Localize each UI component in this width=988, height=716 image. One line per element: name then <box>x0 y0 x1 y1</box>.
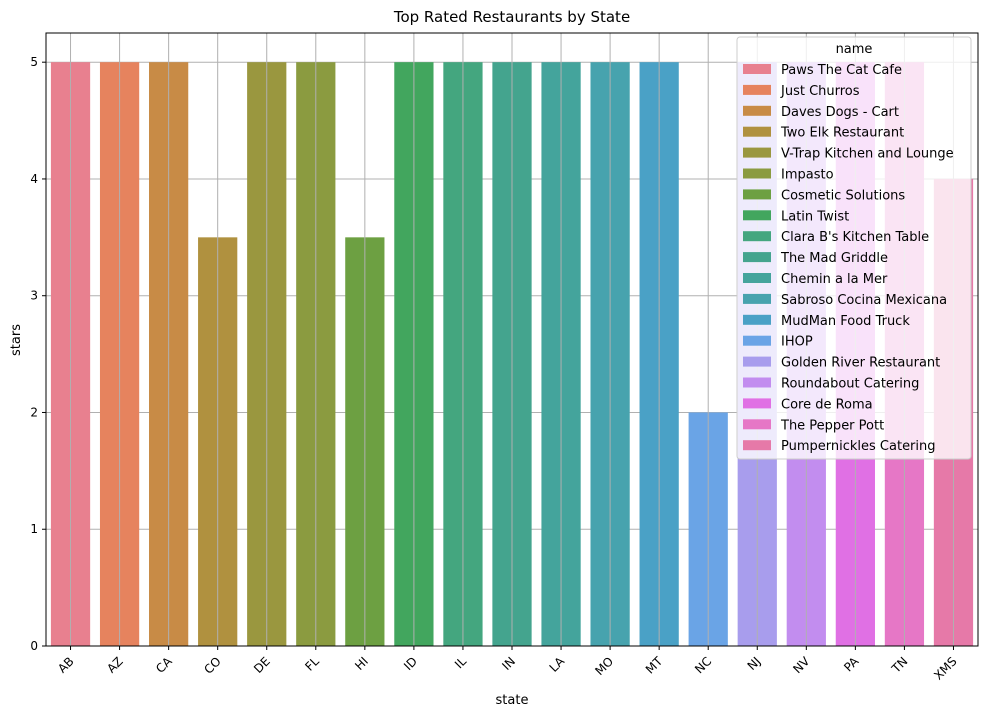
legend-entry: Cosmetic Solutions <box>781 188 905 203</box>
y-tick-label: 2 <box>30 405 38 419</box>
legend-entry: Two Elk Restaurant <box>780 126 904 141</box>
y-tick-label: 3 <box>30 289 38 303</box>
x-tick-label: FL <box>302 654 322 674</box>
legend-entry: Paws The Cat Cafe <box>781 63 902 78</box>
legend-entry: Just Churros <box>780 84 860 99</box>
legend-swatch <box>743 293 771 304</box>
legend-swatch <box>743 335 771 346</box>
legend-entry: Golden River Restaurant <box>781 356 940 371</box>
x-axis-label: state <box>496 693 529 708</box>
x-tick-label: PA <box>841 654 862 675</box>
x-tick-label: TN <box>888 654 910 676</box>
legend-entry: Latin Twist <box>781 209 849 224</box>
legend-swatch <box>743 377 771 388</box>
y-tick-label: 1 <box>30 522 38 536</box>
x-tick-label: CO <box>201 654 224 677</box>
legend-swatch <box>743 210 771 221</box>
x-tick-label: NC <box>692 654 714 676</box>
x-tick-label: HI <box>352 654 371 673</box>
legend-swatch <box>743 314 771 325</box>
legend-swatch <box>743 356 771 367</box>
legend-swatch <box>743 189 771 200</box>
x-tick-label: XMS <box>931 654 959 682</box>
x-tick-label: LA <box>547 654 568 675</box>
legend-swatch <box>743 273 771 283</box>
legend-entry: IHOP <box>781 335 813 350</box>
legend-box <box>736 36 972 460</box>
legend-entry: Impasto <box>781 168 834 183</box>
y-tick-label: 4 <box>30 172 38 186</box>
x-tick-label: NJ <box>745 654 764 673</box>
legend-entry: V-Trap Kitchen and Lounge <box>781 147 954 162</box>
legend-swatch <box>743 126 771 137</box>
legend-swatch <box>743 64 771 74</box>
legend-entry: Daves Dogs - Cart <box>781 105 899 120</box>
legend-entry: Chemin a la Mer <box>781 272 888 287</box>
y-tick-label: 5 <box>30 55 38 69</box>
legend-items: Paws The Cat Cafe Just Churros Daves Dogs … <box>743 63 954 454</box>
legend-entry: The Mad Griddle <box>780 251 888 266</box>
legend-swatch <box>743 105 771 116</box>
legend-entry: Roundabout Catering <box>781 377 919 392</box>
legend-swatch <box>743 168 771 179</box>
legend-swatch <box>743 231 771 242</box>
legend-swatch <box>743 84 771 95</box>
legend-entry: Core de Roma <box>781 397 873 412</box>
legend-entry: Sabroso Cocina Mexicana <box>781 293 947 308</box>
legend-swatch <box>743 252 771 263</box>
x-tick-label: DE <box>251 654 273 676</box>
legend-entry: Pumpernickles Catering <box>781 439 936 454</box>
legend-entry: Clara B's Kitchen Table <box>781 230 929 245</box>
x-tick-label: NV <box>790 654 813 677</box>
legend-swatch <box>743 419 771 430</box>
legend-swatch <box>743 440 771 451</box>
y-axis-label: stars <box>9 324 24 356</box>
legend-entry: MudMan Food Truck <box>781 314 910 329</box>
chart-title: Top Rated Restaurants by State <box>393 8 630 26</box>
x-tick-label: AB <box>55 654 77 676</box>
x-tick-label: ID <box>401 654 420 673</box>
x-tick-label: AZ <box>104 654 126 676</box>
legend-swatch <box>743 398 771 409</box>
x-tick-label: IN <box>499 654 518 673</box>
x-tick-label: IL <box>452 654 469 671</box>
x-axis-ticks: AB AZ CA CO DE FL HI ID IL IN LA MO MT NC NJ NV PA TN XMS <box>55 646 960 683</box>
y-axis-ticks: 0 1 2 3 4 5 <box>30 55 46 653</box>
legend-swatch <box>743 147 771 158</box>
y-tick-label: 0 <box>30 639 38 653</box>
x-tick-label: CA <box>153 654 175 676</box>
x-tick-label: MT <box>643 654 666 677</box>
legend-entry: The Pepper Pott <box>780 418 884 433</box>
x-tick-label: MO <box>592 654 616 678</box>
legend-title: name <box>836 42 873 57</box>
legend: name Paws The Cat Cafe Just Churros Daves … <box>736 36 972 460</box>
